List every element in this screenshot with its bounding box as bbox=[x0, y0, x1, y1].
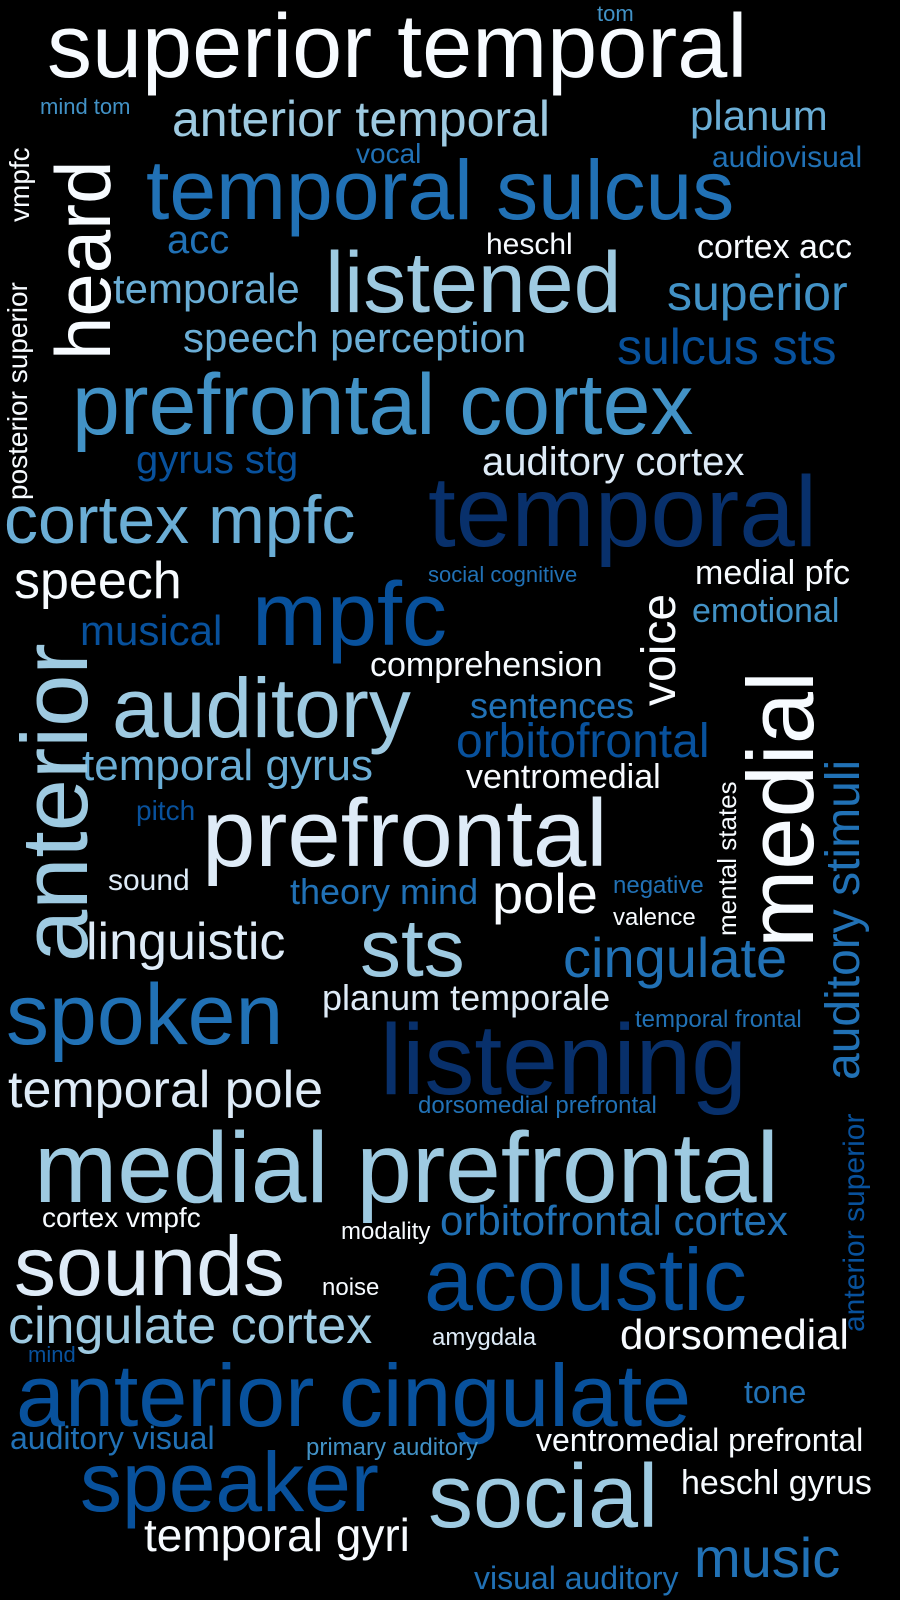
word-sts: sts bbox=[360, 903, 465, 994]
word-emotional: emotional bbox=[692, 592, 840, 630]
word-temporal: temporal bbox=[428, 456, 818, 568]
word-tone: tone bbox=[744, 1374, 807, 1410]
word-audiovisual: audiovisual bbox=[712, 141, 863, 174]
word-acoustic: acoustic bbox=[424, 1230, 747, 1329]
word-speech: speech bbox=[14, 552, 182, 610]
word-mpfc: mpfc bbox=[252, 565, 448, 665]
word-dorsomedial-prefrontal: dorsomedial prefrontal bbox=[418, 1092, 657, 1119]
word-listened: listened bbox=[325, 235, 622, 331]
word-sulcus-sts: sulcus sts bbox=[617, 319, 837, 375]
word-modality: modality bbox=[341, 1218, 431, 1245]
word-vmpfc: vmpfc bbox=[4, 147, 35, 222]
word-auditory-stimuli: auditory stimuli bbox=[817, 759, 870, 1080]
word-speech-perception: speech perception bbox=[183, 314, 527, 361]
word-visual-auditory: visual auditory bbox=[474, 1560, 679, 1596]
word-primary-auditory: primary auditory bbox=[306, 1434, 479, 1461]
word-orbitofrontal: orbitofrontal bbox=[456, 715, 710, 768]
word-noise: noise bbox=[322, 1274, 380, 1301]
word-medial-prefrontal: medial prefrontal bbox=[34, 1112, 779, 1224]
word-heschl-gyrus: heschl gyrus bbox=[681, 1464, 872, 1502]
word-cingulate-cortex: cingulate cortex bbox=[8, 1297, 373, 1355]
word-mind-tom: mind tom bbox=[40, 94, 131, 119]
word-sounds: sounds bbox=[14, 1219, 285, 1313]
word-ventromedial-prefrontal: ventromedial prefrontal bbox=[536, 1422, 864, 1458]
word-heard: heard bbox=[39, 160, 127, 361]
word-theory-mind: theory mind bbox=[290, 871, 479, 912]
word-superior-temporal: superior temporal bbox=[47, 0, 748, 97]
word-cingulate: cingulate bbox=[563, 926, 788, 989]
word-listening: listening bbox=[380, 1004, 747, 1116]
word-mental-states: mental states bbox=[712, 781, 742, 936]
word-anterior: anterior bbox=[2, 643, 107, 962]
word-social: social bbox=[428, 1447, 659, 1547]
word-acc: acc bbox=[167, 218, 230, 262]
word-temporal-frontal: temporal frontal bbox=[635, 1006, 802, 1033]
word-cortex-mpfc: cortex mpfc bbox=[4, 482, 356, 558]
word-heschl: heschl bbox=[486, 228, 573, 261]
word-dorsomedial: dorsomedial bbox=[620, 1311, 849, 1358]
word-vocal: vocal bbox=[356, 138, 422, 169]
word-mind: mind bbox=[28, 1342, 76, 1367]
word-auditory-cortex: auditory cortex bbox=[482, 440, 745, 484]
word-anterior-cingulate: anterior cingulate bbox=[16, 1346, 692, 1445]
word-prefrontal-cortex: prefrontal cortex bbox=[72, 357, 694, 453]
word-temporale: temporale bbox=[113, 265, 300, 312]
word-speaker: speaker bbox=[80, 1435, 379, 1529]
word-medial: medial bbox=[728, 671, 833, 948]
word-cortex-acc: cortex acc bbox=[697, 228, 852, 266]
word-posterior-superior: posterior superior bbox=[2, 282, 33, 500]
word-temporal-sulcus: temporal sulcus bbox=[146, 143, 735, 237]
word-orbitofrontal-cortex: orbitofrontal cortex bbox=[440, 1197, 788, 1244]
word-amygdala: amygdala bbox=[432, 1324, 537, 1351]
word-cortex-vmpfc: cortex vmpfc bbox=[42, 1202, 201, 1233]
word-superior: superior bbox=[667, 265, 848, 321]
word-temporal-gyrus: temporal gyrus bbox=[82, 741, 374, 790]
word-auditory: auditory bbox=[112, 661, 411, 755]
word-pitch: pitch bbox=[136, 795, 196, 826]
word-spoken: spoken bbox=[6, 967, 284, 1063]
word-anterior-temporal: anterior temporal bbox=[172, 91, 550, 147]
word-prefrontal: prefrontal bbox=[202, 780, 608, 887]
word-planum: planum bbox=[690, 92, 828, 139]
word-linguistic: linguistic bbox=[86, 913, 286, 971]
word-sound: sound bbox=[108, 864, 190, 897]
word-social-cognitive: social cognitive bbox=[428, 562, 578, 587]
word-ventromedial: ventromedial bbox=[466, 758, 661, 796]
word-negative: negative bbox=[613, 872, 704, 899]
word-planum-temporale: planum temporale bbox=[322, 977, 611, 1018]
word-anterior-superior: anterior superior bbox=[838, 1113, 871, 1332]
word-temporal-gyri: temporal gyri bbox=[144, 1509, 410, 1561]
word-medial-pfc: medial pfc bbox=[695, 554, 850, 592]
word-sentences: sentences bbox=[470, 685, 635, 726]
word-musical: musical bbox=[80, 607, 223, 654]
word-auditory-visual: auditory visual bbox=[10, 1420, 215, 1456]
word-valence: valence bbox=[613, 904, 696, 931]
word-comprehension: comprehension bbox=[370, 646, 603, 684]
word-voice: voice bbox=[633, 593, 686, 706]
word-music: music bbox=[694, 1526, 841, 1589]
word-pole: pole bbox=[492, 862, 598, 925]
word-gyrus-stg: gyrus stg bbox=[136, 438, 299, 482]
word-temporal-pole: temporal pole bbox=[8, 1061, 324, 1119]
word-tom: tom bbox=[597, 1, 634, 26]
